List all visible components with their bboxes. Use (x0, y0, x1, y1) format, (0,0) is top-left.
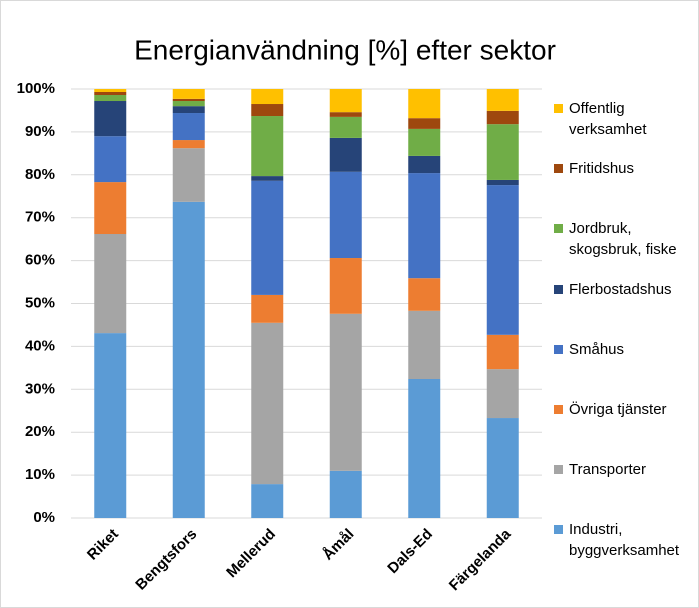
legend-label: Transporter (569, 461, 646, 479)
x-tick-label: Riket (84, 526, 122, 564)
y-tick-label: 60% (25, 252, 55, 269)
bar-segment (94, 89, 127, 93)
y-tick-label: 10% (25, 466, 55, 483)
legend-item: Industri, byggverksamhet (554, 519, 694, 561)
legend-swatch (554, 164, 563, 174)
bar-segment (172, 89, 205, 99)
legend-swatch (554, 224, 563, 234)
legend-label: Flerbostadshus (569, 280, 672, 298)
chart-title: Energianvändning [%] efter sektor (134, 34, 556, 65)
bar-segment (172, 98, 205, 102)
bar-segment (408, 379, 441, 518)
legend-item: Offentlig verksamhet (554, 98, 694, 140)
bar-segment (329, 313, 362, 471)
y-tick-label: 40% (25, 337, 55, 354)
y-tick-label: 30% (25, 380, 55, 397)
bar-segment (408, 128, 441, 156)
bar-segment (486, 110, 519, 125)
bar-segment (172, 201, 205, 518)
y-tick-label: 70% (25, 209, 55, 226)
bar-segment (94, 101, 127, 137)
bar-segment (94, 234, 127, 334)
bar-segment (251, 104, 284, 117)
bar-segment (94, 182, 127, 235)
bar-segment (408, 155, 441, 174)
legend-item: Flerbostadshus (554, 279, 694, 300)
bar-segment (251, 89, 284, 105)
y-tick-label: 50% (25, 294, 55, 311)
bar-segment (329, 470, 362, 518)
bar-segment (486, 418, 519, 518)
y-tick-label: 90% (25, 123, 55, 140)
legend-swatch (554, 104, 563, 113)
bar-segment (329, 258, 362, 314)
bar-segment (172, 148, 205, 202)
legend-item: Transporter (554, 459, 694, 480)
legend-swatch (554, 284, 563, 294)
bar-segment (94, 95, 127, 102)
bar-segment (172, 106, 205, 114)
bar-segment (486, 185, 519, 335)
legend-label: Småhus (569, 340, 625, 358)
legend-item: Övriga tjänster (554, 399, 694, 420)
x-tick-label: Åmål (319, 526, 357, 564)
y-tick-label: 100% (17, 80, 55, 97)
bar-segment (251, 322, 284, 485)
bar-segment (251, 484, 284, 518)
legend-swatch (554, 465, 563, 475)
legend-item: Jordbruk, skogsbruk, fiske (554, 218, 694, 260)
bar-segment (94, 333, 127, 518)
bar-segment (251, 116, 284, 177)
bar-segment (486, 124, 519, 180)
legend-item: Småhus (554, 339, 694, 360)
bar-segment (172, 113, 205, 141)
legend-label: Industri, byggverksamhet (569, 521, 680, 560)
x-tick-label: Bengtsfors (132, 526, 200, 594)
bar-segment (486, 334, 519, 370)
bar-segment (408, 278, 441, 311)
bar-segment (172, 101, 205, 107)
legend-label: Övriga tjänster (569, 401, 667, 418)
legend-item: Fritidshus (554, 158, 694, 179)
bar-segment (329, 89, 362, 113)
legend-label: Jordbruk, skogsbruk, fiske (569, 220, 677, 259)
y-tick-label: 80% (25, 166, 55, 183)
bar-segment (94, 136, 127, 183)
bar-segment (486, 89, 519, 111)
legend-swatch (554, 525, 563, 535)
y-tick-label: 20% (25, 423, 55, 440)
bar-segment (172, 140, 205, 149)
bar-segment (486, 369, 519, 419)
x-tick-label: Mellerud (223, 526, 279, 582)
bar-segment (408, 310, 441, 380)
bar-segment (94, 92, 127, 96)
bar-segment (408, 89, 441, 119)
y-tick-label: 0% (33, 509, 55, 526)
x-tick-label: Färgelanda (446, 525, 515, 594)
bar-segment (251, 294, 284, 323)
legend-label: Offentlig verksamhet (569, 100, 647, 138)
bar-segment (329, 116, 362, 138)
bar-segment (329, 171, 362, 259)
bar-segment (486, 179, 519, 186)
legend-label: Fritidshus (569, 160, 635, 178)
bar-segment (329, 137, 362, 172)
legend-swatch (554, 405, 563, 414)
legend-swatch (554, 344, 563, 354)
bar-segment (251, 176, 284, 181)
bar-segment (329, 112, 362, 117)
x-tick-label: Dals-Ed (384, 526, 436, 578)
bar-segment (251, 180, 284, 295)
bar-segment (408, 173, 441, 279)
bar-segment (408, 118, 441, 129)
